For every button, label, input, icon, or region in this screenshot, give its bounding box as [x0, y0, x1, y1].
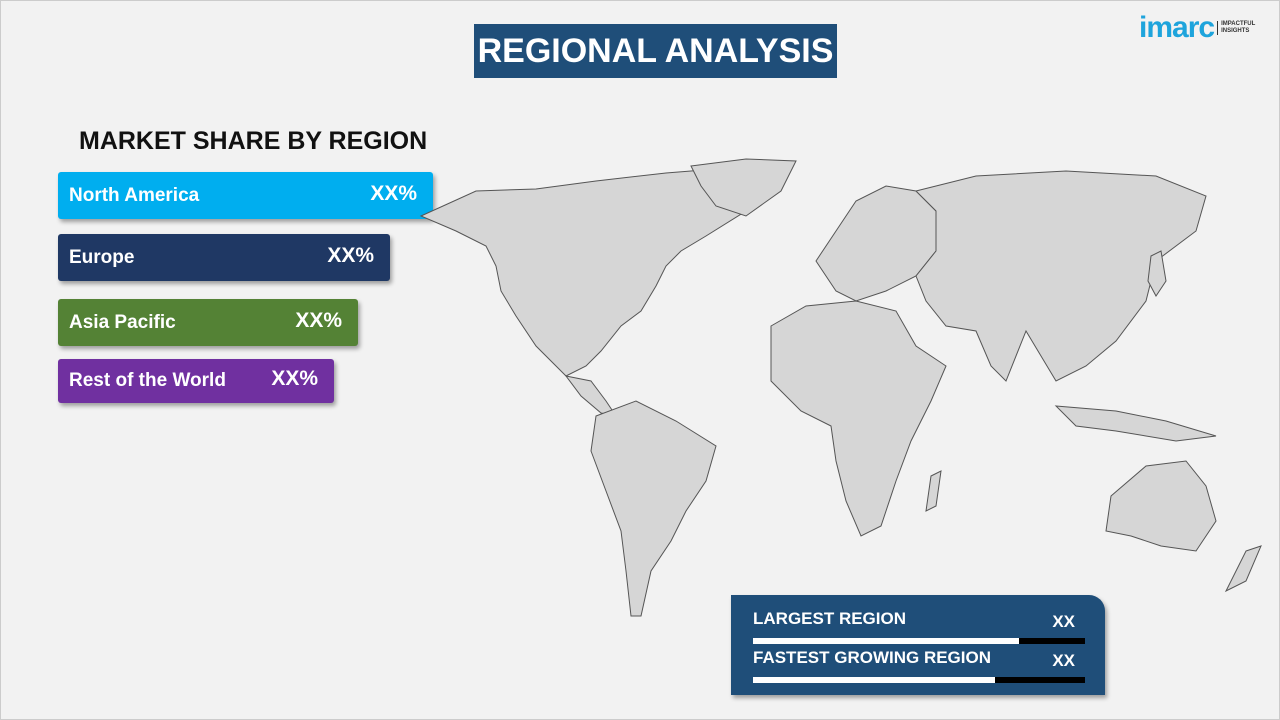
logo-word: imarc: [1139, 11, 1215, 44]
indonesia: [1054, 405, 1217, 442]
imarc-logo: imarc IMPACTFUL INSIGHTS: [1139, 11, 1261, 45]
greenland: [690, 158, 797, 217]
logo-tagline: IMPACTFUL INSIGHTS: [1217, 21, 1261, 35]
central-america: [564, 375, 618, 417]
largest-region-value: XX: [1052, 612, 1075, 631]
asia: [915, 170, 1207, 382]
region-bar-europe: Europe XX%: [58, 234, 390, 281]
market-share-title: MARKET SHARE BY REGION: [79, 127, 428, 155]
region-label: Rest of the World: [69, 370, 226, 391]
progress-fill: [753, 638, 1019, 644]
region-value: XX%: [327, 243, 374, 267]
japan: [1147, 250, 1167, 297]
fastest-region-value: XX: [1052, 651, 1075, 670]
australia: [1105, 460, 1217, 552]
region-value: XX%: [271, 367, 318, 390]
africa: [770, 300, 947, 537]
europe: [815, 185, 937, 302]
region-bar-asia-pacific: Asia Pacific XX%: [58, 299, 358, 346]
region-value: XX%: [295, 308, 342, 332]
progress-fill: [753, 677, 996, 683]
region-label: Asia Pacific: [69, 311, 176, 333]
page-title: REGIONAL ANALYSIS: [474, 24, 837, 78]
region-bar-north-america: North America XX%: [58, 172, 433, 219]
region-label: Europe: [69, 246, 135, 268]
largest-region-label: LARGEST REGION: [753, 609, 907, 628]
south-america: [590, 400, 717, 617]
new-zealand: [1224, 545, 1262, 593]
world-map: [419, 158, 1262, 617]
madagascar: [925, 470, 942, 512]
region-bar-rest-of-world: Rest of the World XX%: [58, 359, 334, 403]
region-label: North America: [69, 184, 200, 206]
fastest-region-progress: [753, 677, 1085, 683]
fastest-region-label: FASTEST GROWING REGION: [753, 648, 992, 667]
north-america: [419, 168, 757, 377]
region-value: XX%: [370, 181, 417, 205]
region-stats-panel: LARGEST REGION XX FASTEST GROWING REGION…: [731, 595, 1105, 695]
largest-region-progress: [753, 638, 1085, 644]
